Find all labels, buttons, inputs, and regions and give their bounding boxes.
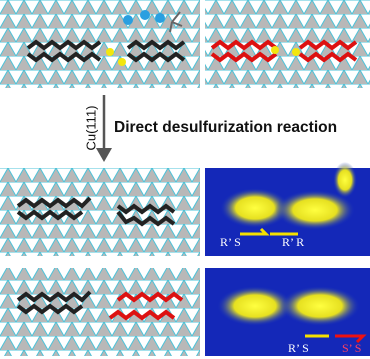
page: Cu(111) Direct desulfurization reaction … <box>0 0 370 359</box>
tag: R’ R <box>282 235 304 249</box>
stm-blob <box>333 162 357 198</box>
tag: S’ S <box>342 341 361 355</box>
reaction-label: Direct desulfurization reaction <box>114 119 337 136</box>
lattice <box>0 268 200 356</box>
stm-blob <box>280 286 360 326</box>
tag: R’ S <box>288 341 309 355</box>
lattice <box>0 168 200 256</box>
figure: Cu(111) Direct desulfurization reaction … <box>0 0 370 359</box>
substrate-label: Cu(111) <box>83 105 98 150</box>
atom <box>271 46 279 54</box>
atom <box>292 48 300 56</box>
tag: R’ S <box>220 235 241 249</box>
